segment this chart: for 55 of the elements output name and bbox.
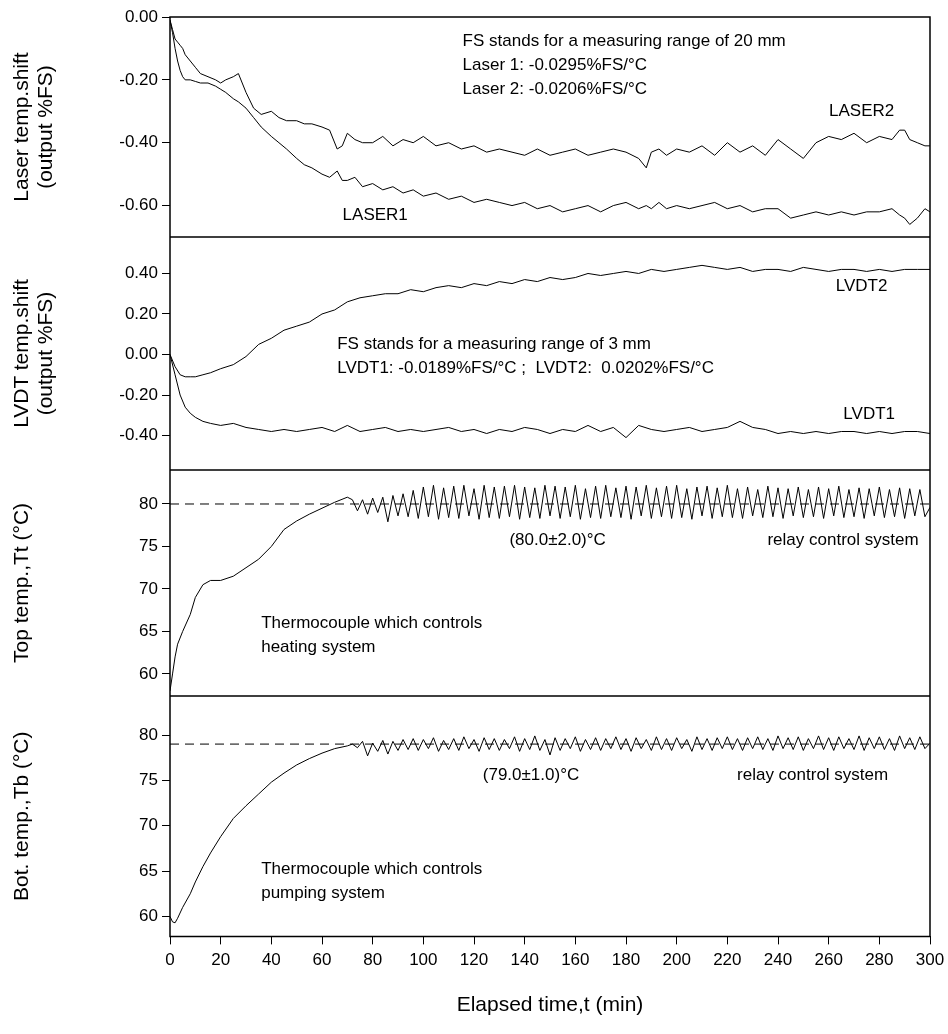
annotation: Laser 1: -0.0295%FS/°C	[462, 55, 648, 75]
series-label: LASER1	[342, 204, 408, 224]
annotation: FS stands for a measuring range of 3 mm	[337, 333, 651, 353]
x-tick-label: 240	[763, 950, 793, 970]
series-label: LVDT1	[843, 403, 896, 423]
y-tick-label: -0.40	[119, 425, 158, 445]
annotation: relay control system	[737, 765, 889, 785]
annotation: LVDT1: -0.0189%FS/°C ; LVDT2: 0.0202%FS/°C	[337, 358, 714, 378]
ref-line-label: (79.0±1.0)°C	[482, 765, 580, 785]
y-axis-title: Bot. temp.,Tb (°C)	[8, 731, 32, 901]
x-tick-label: 260	[814, 950, 843, 970]
y-tick-label: 0.00	[124, 344, 158, 364]
y-tick-label: 75	[139, 770, 158, 790]
x-tick-label: 80	[363, 950, 383, 970]
y-tick-label: 80	[139, 493, 158, 513]
x-tick-label: 100	[409, 950, 438, 970]
annotation: Thermocouple which controls heating system	[261, 613, 483, 657]
y-tick-label: -0.60	[119, 195, 158, 215]
annotation: Thermocouple which controls pumping system	[261, 858, 483, 902]
x-tick-label: 280	[865, 950, 894, 970]
annotation: FS stands for a measuring range of 20 mm	[462, 30, 786, 50]
y-tick-label: 60	[139, 906, 158, 926]
x-tick-label: 60	[312, 950, 332, 970]
annotation: Laser 2: -0.0206%FS/°C	[462, 79, 648, 99]
y-tick-label: 80	[139, 724, 158, 744]
y-tick-label: 70	[139, 815, 158, 835]
y-tick-label: -0.20	[119, 69, 158, 89]
x-tick-label: 220	[713, 950, 742, 970]
y-axis-title: LVDT temp.shift (output %FS)	[8, 279, 57, 428]
x-tick-label: 300	[915, 950, 945, 970]
y-tick-label: 70	[139, 578, 158, 598]
series-label: LVDT2	[835, 275, 888, 295]
y-tick-label: -0.40	[119, 132, 158, 152]
x-axis-title: Elapsed time,t (min)	[456, 992, 644, 1016]
x-tick-label: 200	[662, 950, 691, 970]
x-tick-label: 20	[211, 950, 231, 970]
y-tick-label: 0.20	[124, 303, 158, 323]
y-axis-title: Top temp.,Tt (°C)	[8, 502, 32, 664]
y-tick-label: 0.40	[124, 263, 158, 283]
x-tick-label: 180	[611, 950, 641, 970]
x-tick-label: 120	[459, 950, 489, 970]
annotation: relay control system	[767, 529, 919, 549]
x-tick-label: 40	[261, 950, 281, 970]
x-tick-label: 160	[561, 950, 590, 970]
x-tick-label: 0	[165, 950, 175, 970]
series-label: LASER2	[829, 101, 895, 121]
y-tick-label: 65	[139, 621, 158, 641]
ref-line-label: (80.0±2.0)°C	[509, 529, 606, 549]
y-tick-label: -0.20	[119, 384, 158, 404]
y-tick-label: 0.00	[124, 6, 158, 26]
y-tick-label: 65	[139, 860, 158, 880]
y-tick-label: 75	[139, 536, 158, 556]
y-axis-title: Laser temp.shift (output %FS)	[8, 52, 57, 202]
x-tick-label: 140	[510, 950, 539, 970]
y-tick-label: 60	[139, 663, 158, 683]
